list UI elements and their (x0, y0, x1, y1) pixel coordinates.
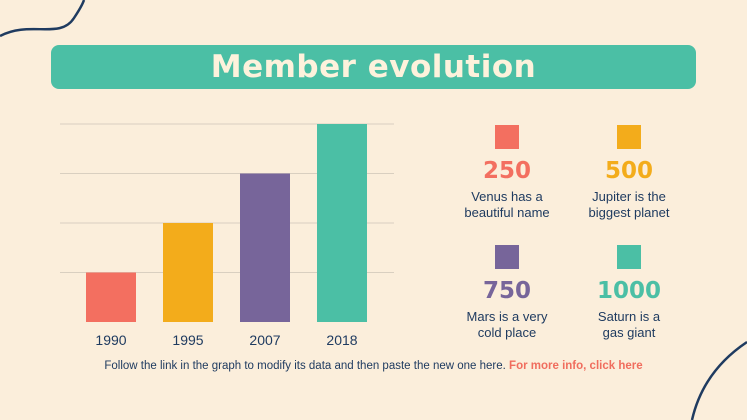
title-banner: Member evolution (51, 45, 696, 89)
legend-description-line: Mars is a very (466, 309, 548, 324)
legend-description-line: beautiful name (464, 205, 550, 220)
legend-swatch (617, 245, 641, 269)
x-tick-label: 1990 (95, 332, 126, 348)
bar-1995[interactable] (163, 223, 213, 322)
legend-swatch (617, 125, 641, 149)
bar-2018[interactable] (317, 124, 367, 322)
x-tick-label: 2018 (326, 332, 357, 348)
more-info-link[interactable]: For more info, click here (509, 360, 643, 372)
legend-swatch (495, 245, 519, 269)
legend-item: 250 Venus has a beautiful name (442, 125, 572, 221)
legend-description-line: biggest planet (588, 205, 670, 220)
legend-value: 750 (482, 278, 531, 304)
legend-value: 500 (604, 158, 653, 184)
bar-2007[interactable] (240, 173, 290, 323)
legend-item: 500 Jupiter is the biggest planet (564, 125, 694, 221)
bar-1990[interactable] (86, 272, 136, 323)
legend-value: 250 (482, 158, 531, 184)
legend-swatch (495, 125, 519, 149)
legend-description: Jupiter is the biggest planet (564, 189, 694, 221)
legend-description-line: cold place (477, 325, 537, 340)
legend-description: Venus has a beautiful name (442, 189, 572, 221)
legend-item: 750 Mars is a very cold place (442, 245, 572, 341)
legend-description: Mars is a very cold place (442, 309, 572, 341)
legend-item: 1000 Saturn is a gas giant (564, 245, 694, 341)
legend-description-line: Saturn is a (597, 309, 661, 324)
legend-description-line: Venus has a (471, 189, 543, 204)
legend-description: Saturn is a gas giant (564, 309, 694, 341)
legend-description-line: gas giant (602, 325, 656, 340)
footer-text: Follow the link in the graph to modify i… (104, 360, 506, 372)
x-tick-label: 1995 (172, 332, 203, 348)
legend-description-line: Jupiter is the (592, 189, 666, 204)
page-title: Member evolution (210, 49, 537, 85)
x-tick-label: 2007 (249, 332, 280, 348)
legend-value: 1000 (596, 278, 661, 304)
footer-note: Follow the link in the graph to modify i… (0, 360, 747, 372)
